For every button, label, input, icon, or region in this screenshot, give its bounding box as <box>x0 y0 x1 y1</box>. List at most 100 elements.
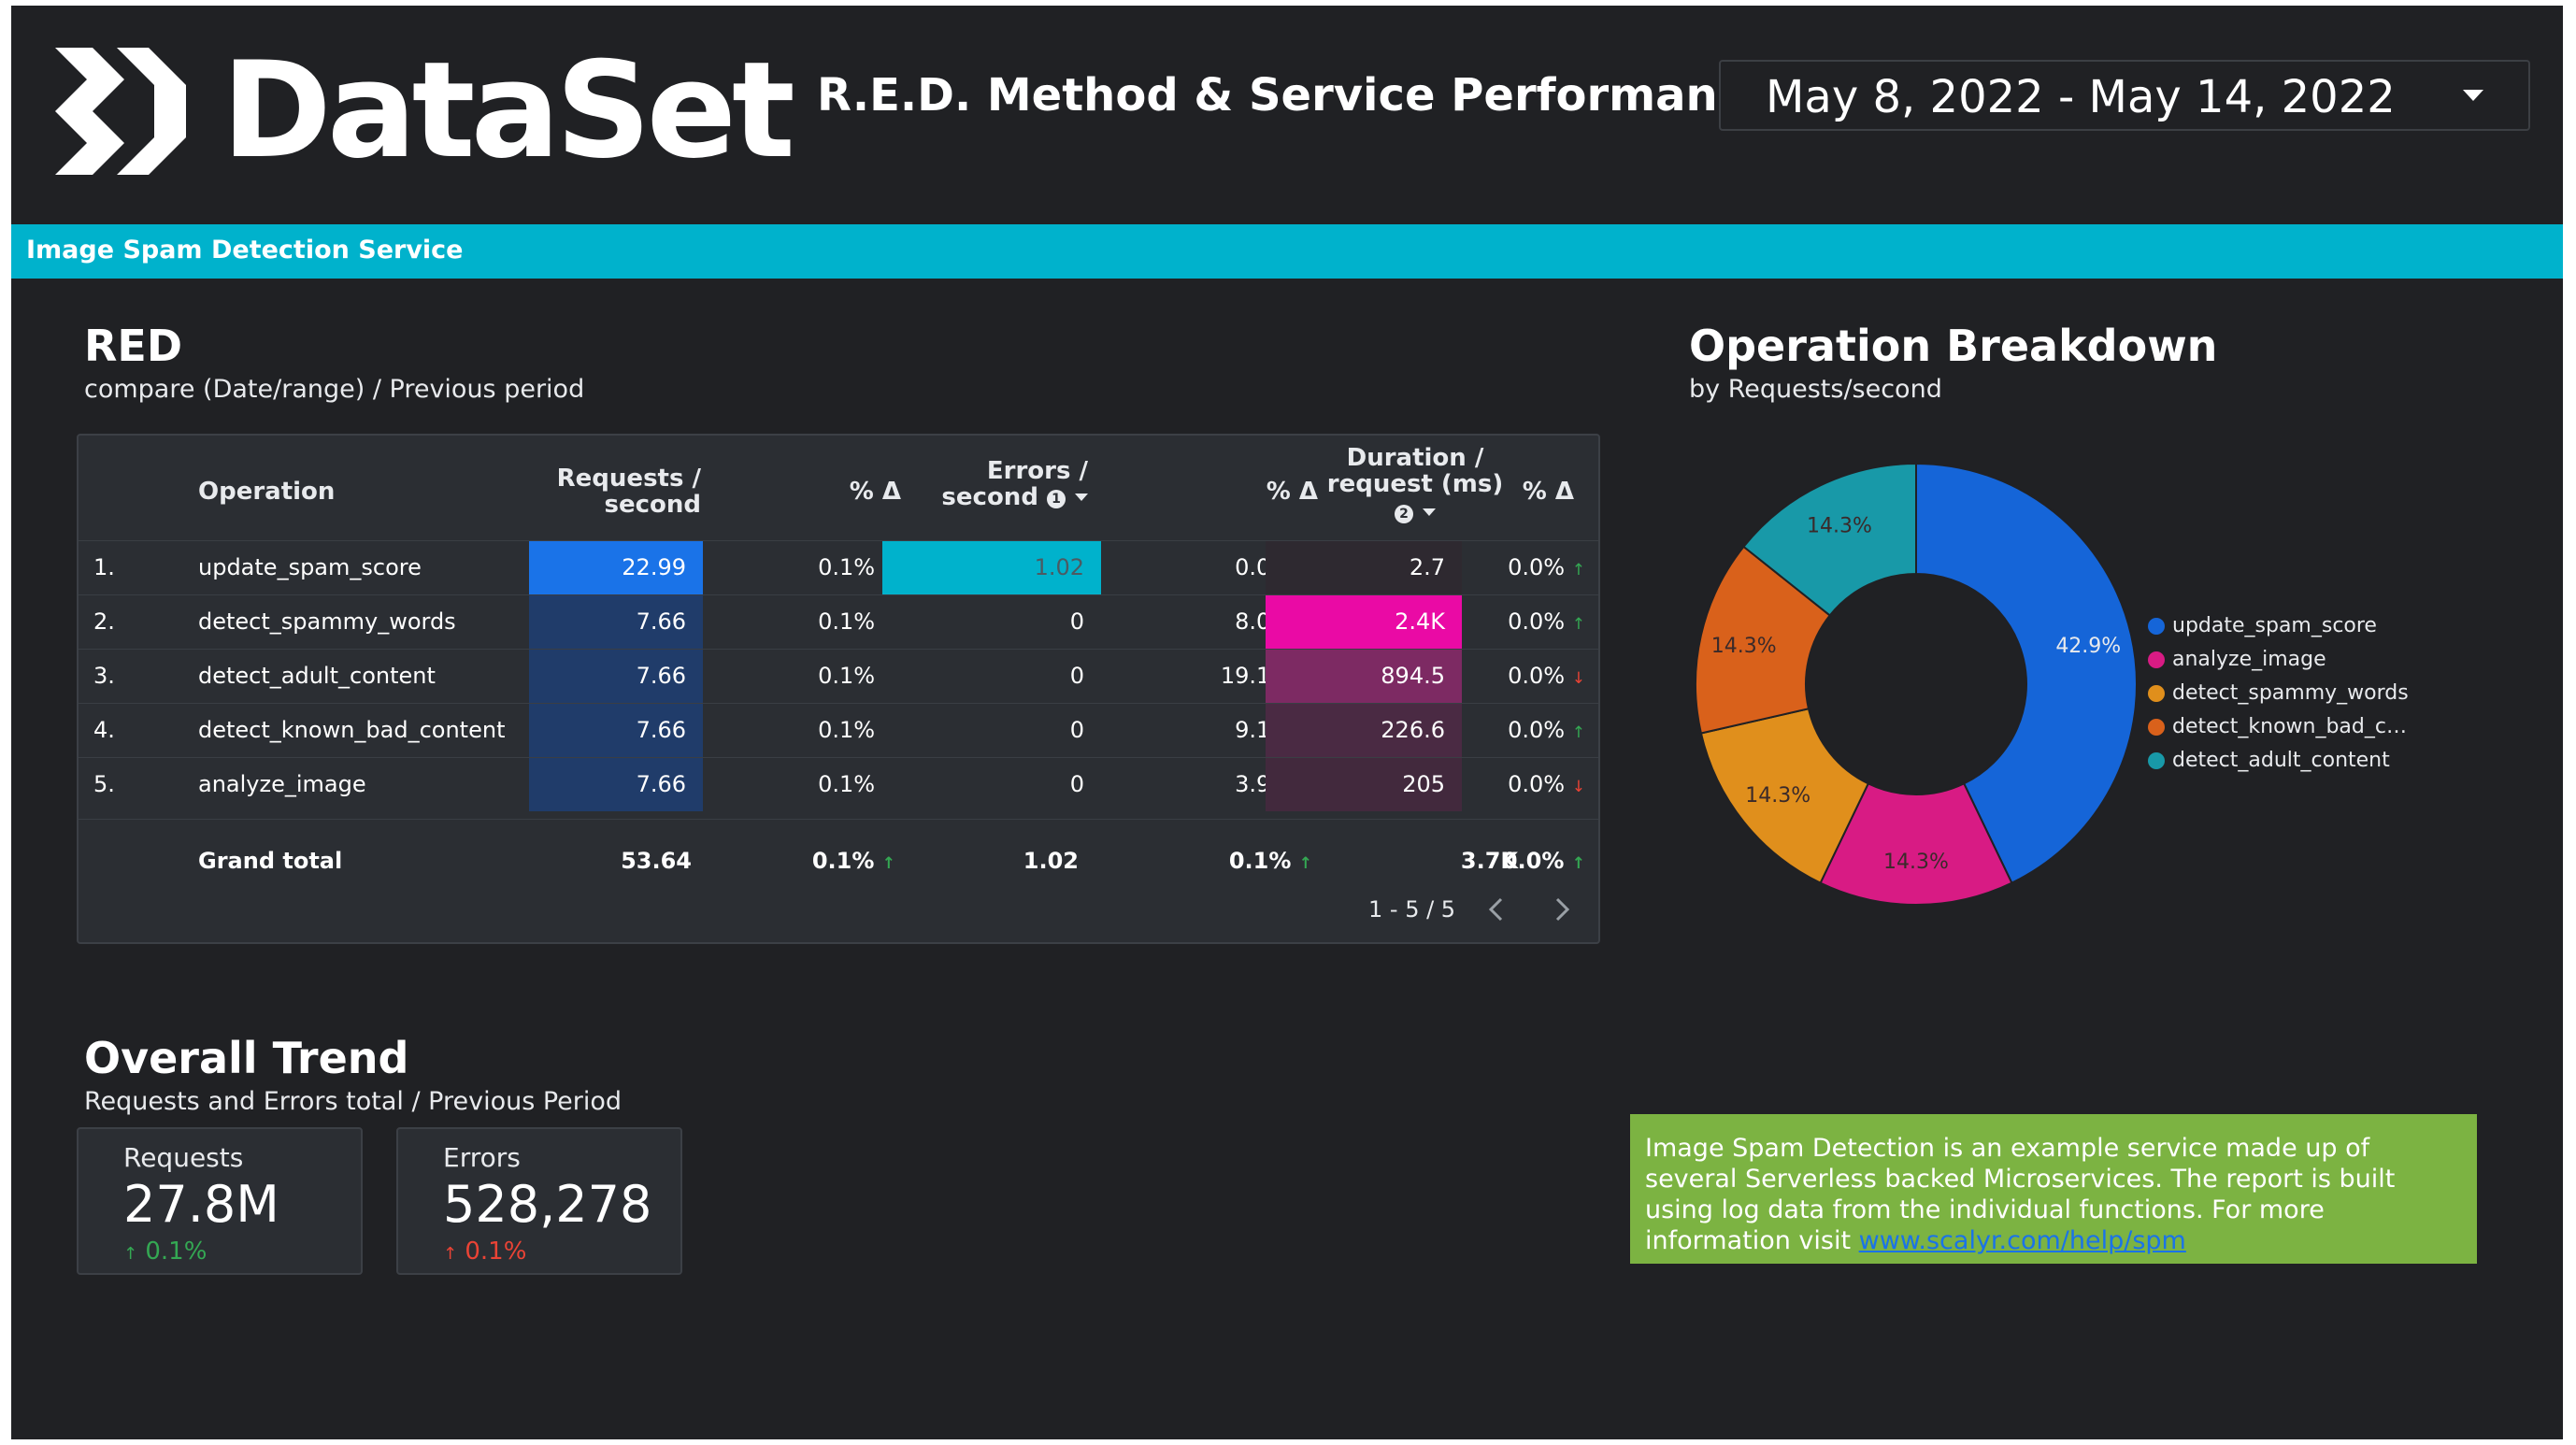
arrow-down-icon: ↓ <box>1571 669 1585 688</box>
requests-delta-cell: 0.1% ↑ <box>789 650 895 703</box>
total-duration: 3.7K <box>1460 848 1518 874</box>
donut-slice-3[interactable] <box>1695 545 1832 735</box>
legend-label: analyze_image <box>2172 648 2326 671</box>
date-range-picker[interactable]: May 8, 2022 - May 14, 2022 <box>1719 60 2530 131</box>
total-label: Grand total <box>198 848 343 874</box>
requests-delta-cell: 0.1% ↑ <box>789 758 895 811</box>
legend-label: update_spam_score <box>2172 614 2377 637</box>
total-errors-delta-value: 0.1% <box>1228 848 1292 874</box>
pagination-label: 1 - 5 / 5 <box>1368 896 1456 923</box>
help-link[interactable]: www.scalyr.com/help/spm <box>1858 1226 2186 1255</box>
legend-swatch <box>2148 651 2165 668</box>
col-header-duration[interactable]: Duration / request (ms) 2 <box>1275 445 1555 525</box>
donut-slice-2[interactable] <box>1699 708 1870 884</box>
legend-item[interactable]: update_spam_score <box>2148 613 2377 639</box>
errors-delta-value: 0.1% <box>465 1238 527 1266</box>
donut-slice-0[interactable] <box>1915 462 2138 884</box>
requests-delta-value: 0.1% <box>818 717 876 743</box>
col-header-errors-line1: Errors / <box>986 457 1088 485</box>
requests-cell: 7.66 <box>529 650 703 703</box>
duration-delta-cell: 0.0% ↑ <box>1481 541 1585 594</box>
row-index: 4. <box>93 717 115 743</box>
col-header-duration-line1: Duration / <box>1346 444 1484 472</box>
date-range-value: May 8, 2022 - May 14, 2022 <box>1766 71 2396 123</box>
requests-delta-value: 0.1% <box>818 608 876 635</box>
col-header-duration-delta[interactable]: % Δ <box>1522 478 1574 506</box>
total-errors: 1.02 <box>1023 848 1079 874</box>
section-banner-title: Image Spam Detection Service <box>26 236 464 265</box>
col-header-requests[interactable]: Requests / second <box>523 465 701 518</box>
duration-delta-value: 0.0% <box>1508 771 1566 797</box>
donut-slice-1[interactable] <box>1819 781 2013 906</box>
arrow-up-icon: ↑ <box>123 1244 138 1264</box>
legend-item[interactable]: detect_adult_content <box>2148 748 2390 774</box>
errors-value: 528,278 <box>443 1175 652 1234</box>
operation-name: analyze_image <box>198 771 366 797</box>
red-title: RED <box>84 321 183 371</box>
requests-delta-cell: 0.1% ↑ <box>789 595 895 649</box>
col-header-errors-delta[interactable]: % Δ <box>1266 478 1318 506</box>
row-index: 3. <box>93 663 115 689</box>
duration-delta-cell: 0.0% ↑ <box>1481 704 1585 757</box>
requests-delta-value: 0.1% <box>818 771 876 797</box>
slice-label: 14.3% <box>1807 515 1872 538</box>
requests-delta-value: 0.1% <box>145 1238 208 1266</box>
dataset-logo-icon <box>55 48 186 175</box>
errors-label: Errors <box>443 1142 521 1173</box>
report-title: R.E.D. Method & Service Performance <box>817 69 1775 122</box>
duration-delta-value: 0.0% <box>1508 663 1566 689</box>
legend-item[interactable]: detect_spammy_words <box>2148 680 2409 707</box>
errors-cell: 0 <box>882 595 1101 649</box>
arrow-up-icon: ↑ <box>1298 854 1312 873</box>
caret-down-icon[interactable] <box>1075 494 1088 501</box>
col-header-errors[interactable]: Errors / second 1 <box>901 458 1088 510</box>
col-header-requests-delta[interactable]: % Δ <box>849 478 901 506</box>
legend-swatch <box>2148 618 2165 635</box>
section-banner: Image Spam Detection Service <box>11 224 2563 279</box>
logo-text: DataSet <box>222 34 795 188</box>
total-requests-delta: 0.1% ↑ <box>789 835 895 888</box>
row-index: 2. <box>93 608 115 635</box>
total-duration-delta: 0.0% ↑ <box>1481 835 1585 888</box>
caret-down-icon[interactable] <box>1423 508 1436 516</box>
donut-slice-4[interactable] <box>1742 462 1917 617</box>
report-canvas: DataSet R.E.D. Method & Service Performa… <box>11 6 2563 1439</box>
red-subtitle: compare (Date/range) / Previous period <box>84 375 585 404</box>
col-header-operation[interactable]: Operation <box>198 478 336 506</box>
requests-cell: 7.66 <box>529 595 703 649</box>
legend-label: detect_adult_content <box>2172 749 2390 772</box>
chevron-down-icon <box>2463 90 2483 101</box>
requests-delta-value: 0.1% <box>818 663 876 689</box>
arrow-down-icon: ↓ <box>1571 778 1585 796</box>
red-table: Operation Requests / second % Δ Errors /… <box>77 434 1600 944</box>
total-requests-delta-value: 0.1% <box>811 848 875 874</box>
duration-delta-cell: 0.0% ↑ <box>1481 595 1585 649</box>
legend-item[interactable]: detect_known_bad_c… <box>2148 714 2407 740</box>
requests-cell: 22.99 <box>529 541 703 594</box>
errors-delta: ↑ 0.1% <box>443 1238 526 1268</box>
legend-item[interactable]: analyze_image <box>2148 647 2326 673</box>
chevron-right-icon[interactable] <box>1546 894 1578 925</box>
operation-name: detect_spammy_words <box>198 608 456 635</box>
col-header-requests-line2: second <box>604 491 701 519</box>
operation-name: detect_adult_content <box>198 663 436 689</box>
info-icon[interactable]: 1 <box>1047 490 1066 508</box>
info-icon[interactable]: 2 <box>1395 505 1413 523</box>
legend-swatch <box>2148 685 2165 702</box>
total-duration-delta-value: 0.0% <box>1501 848 1565 874</box>
chevron-left-icon[interactable] <box>1481 894 1512 925</box>
operation-name: update_spam_score <box>198 554 422 580</box>
arrow-up-icon: ↑ <box>1571 854 1585 873</box>
duration-delta-cell: 0.0% ↓ <box>1481 758 1585 811</box>
slice-label: 42.9% <box>2055 635 2121 658</box>
col-header-requests-line1: Requests / <box>556 465 701 493</box>
requests-delta-cell: 0.1% ↑ <box>789 541 895 594</box>
requests-scorecard: Requests 27.8M ↑ 0.1% <box>77 1127 363 1275</box>
slice-label: 14.3% <box>1745 784 1810 808</box>
arrow-up-icon: ↑ <box>443 1244 458 1264</box>
